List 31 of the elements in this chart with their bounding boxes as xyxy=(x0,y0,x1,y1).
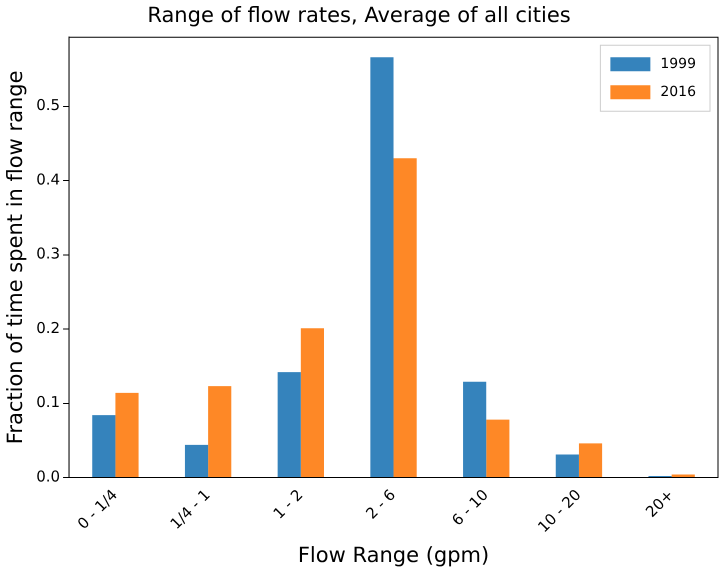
x-tick-label: 1/4 - 1 xyxy=(166,486,214,533)
y-tick-label: 0.2 xyxy=(36,318,60,337)
x-tick-label: 2 - 6 xyxy=(362,486,400,523)
legend-label: 2016 xyxy=(660,84,696,100)
y-tick-label: 0.5 xyxy=(36,96,60,114)
bar xyxy=(115,392,139,478)
bar xyxy=(556,454,579,478)
x-tick-label: 6 - 10 xyxy=(448,486,492,530)
bar xyxy=(486,420,510,478)
bar xyxy=(184,444,208,478)
y-tick-label: 0.4 xyxy=(36,170,60,188)
bar xyxy=(394,158,417,478)
bar xyxy=(300,328,324,478)
x-tick-label: 10 - 20 xyxy=(534,486,585,536)
x-tick-label: 20+ xyxy=(642,486,678,521)
x-tick-label: 1 - 2 xyxy=(270,486,306,523)
y-tick-label: 0.3 xyxy=(36,244,60,263)
bar xyxy=(208,386,232,478)
bar xyxy=(672,474,695,478)
x-axis-title: Flow Range (gpm) xyxy=(298,542,490,567)
x-tick-label: 0 - 1/4 xyxy=(74,486,121,533)
chart-title: Range of flow rates, Average of all cities xyxy=(147,3,571,28)
y-tick-label: 0.1 xyxy=(36,393,60,412)
bar xyxy=(370,57,394,478)
bar xyxy=(278,372,301,478)
bar xyxy=(578,443,602,478)
y-tick-label: 0.0 xyxy=(36,467,60,486)
bar xyxy=(463,382,486,478)
bar xyxy=(92,415,116,478)
y-axis-title: Fraction of time spent in flow range xyxy=(3,70,28,444)
legend-label: 1999 xyxy=(660,56,696,72)
